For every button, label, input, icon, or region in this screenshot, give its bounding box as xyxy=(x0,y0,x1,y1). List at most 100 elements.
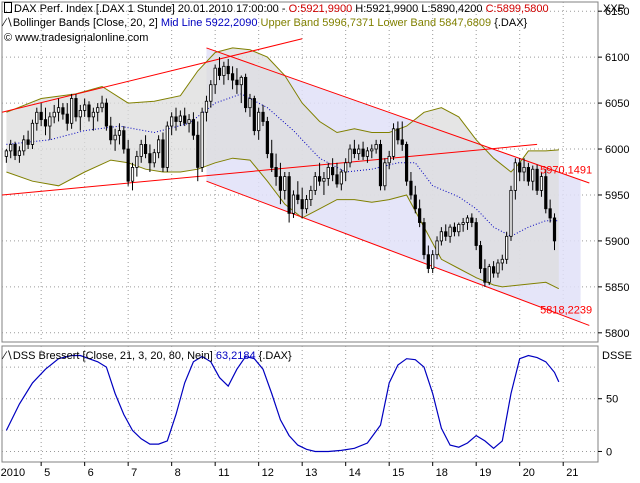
candle-body xyxy=(152,152,156,164)
candle-body xyxy=(391,128,396,157)
main-ytick-label-5900: 5900 xyxy=(605,236,629,248)
candle xyxy=(261,104,265,127)
candle xyxy=(361,141,365,161)
candle xyxy=(230,66,235,90)
candle xyxy=(296,181,300,205)
candle-body xyxy=(548,208,552,219)
candle xyxy=(478,240,483,274)
candle xyxy=(457,222,461,237)
channel-value-label-1: 5818,2239 xyxy=(540,304,592,316)
candle-body xyxy=(61,107,65,115)
candle-body xyxy=(96,107,100,113)
candle xyxy=(313,172,317,195)
candle-body xyxy=(448,226,452,237)
bb-label: Bollinger Bands [Close, 20, 2] xyxy=(12,17,158,29)
candle xyxy=(30,119,35,150)
candle-body xyxy=(265,121,269,155)
candle xyxy=(244,73,248,113)
candle xyxy=(352,139,356,159)
candle-body xyxy=(126,148,130,182)
candle-body xyxy=(226,65,230,75)
candle xyxy=(548,199,552,223)
candle xyxy=(87,101,91,122)
candle-body xyxy=(191,119,196,136)
candle-body xyxy=(531,168,535,182)
candle xyxy=(204,95,209,122)
candle xyxy=(539,172,544,197)
candle-body xyxy=(361,148,365,157)
candle xyxy=(513,158,517,200)
xtick-label-13: 21 xyxy=(566,467,578,479)
candle xyxy=(426,245,430,274)
main-legend-line1: DAX Perf. Index [.DAX 1 Stunde] 20.01.20… xyxy=(4,2,549,16)
candle-body xyxy=(505,235,509,260)
candle xyxy=(465,215,470,230)
main-legend-line2: ∕∖Bollinger Bands [Close, 20, 2] Mid Lin… xyxy=(4,17,527,30)
dss-legend: ∕∖DSS Bressert [Close, 21, 3, 20, 80, Ne… xyxy=(4,350,292,363)
legend-low: L:5890,4200 xyxy=(421,3,483,15)
candle xyxy=(61,103,65,120)
candle-body xyxy=(483,268,487,283)
candle xyxy=(217,57,222,81)
bollinger-upper-line xyxy=(6,47,559,173)
candle-body xyxy=(457,223,461,233)
candle-body xyxy=(257,111,261,132)
candle-body xyxy=(404,144,409,182)
candle-body xyxy=(491,266,496,274)
candle xyxy=(326,162,330,186)
candle-body xyxy=(544,176,548,210)
candle xyxy=(304,194,309,214)
up-channel-lower-line xyxy=(1,143,538,196)
candle xyxy=(270,139,274,172)
candle-body xyxy=(478,245,483,269)
candle xyxy=(117,123,122,145)
candle xyxy=(370,144,374,159)
candle xyxy=(335,162,339,188)
dss-tag: DSSE xyxy=(602,350,632,362)
main-ytick-label-5850: 5850 xyxy=(605,282,629,294)
candle xyxy=(396,121,400,145)
candle xyxy=(531,165,535,191)
xtick-label-6: 12 xyxy=(262,467,274,479)
candle-body xyxy=(196,134,200,168)
xtick-label-5: 11 xyxy=(218,467,229,479)
xtick-label-8: 14 xyxy=(349,467,361,479)
candle-body xyxy=(52,111,56,118)
candle-body xyxy=(113,134,117,141)
candle-body xyxy=(244,76,248,109)
candle-body xyxy=(22,139,26,152)
candle xyxy=(226,58,230,81)
candle xyxy=(43,107,48,136)
candle-body xyxy=(304,199,309,210)
candle-body xyxy=(39,111,43,121)
channel-value-label-0: 5970,1491 xyxy=(540,165,592,177)
candle xyxy=(96,103,100,122)
bb-upper-value: Upper Band 5996,7371 xyxy=(260,17,375,29)
candle-body xyxy=(396,128,400,141)
candle-body xyxy=(200,111,204,168)
main-ytick-label-6050: 6050 xyxy=(605,98,629,110)
candle xyxy=(165,121,169,172)
instrument-icon xyxy=(4,2,12,13)
candle xyxy=(300,187,304,218)
candle-body xyxy=(30,122,35,145)
dss-series-line xyxy=(5,354,560,453)
dss-line-icon: ∕∖ xyxy=(4,350,13,362)
candle xyxy=(209,80,213,108)
candle-body xyxy=(91,111,95,118)
candle xyxy=(483,259,487,287)
candle xyxy=(522,158,526,182)
candle-body xyxy=(526,167,530,182)
candle xyxy=(500,254,504,271)
candle-body xyxy=(357,148,361,155)
legend-close: C:5899,5800 xyxy=(485,3,549,15)
candle xyxy=(178,110,182,127)
candle xyxy=(9,139,13,159)
candle-body xyxy=(518,162,522,173)
candle-body xyxy=(418,208,422,223)
candle-body xyxy=(326,167,330,179)
main-ytick-label-5950: 5950 xyxy=(605,190,629,202)
candle-body xyxy=(322,178,326,182)
legend-high: H:5921,9900 xyxy=(355,3,419,15)
candle-body xyxy=(183,115,187,124)
